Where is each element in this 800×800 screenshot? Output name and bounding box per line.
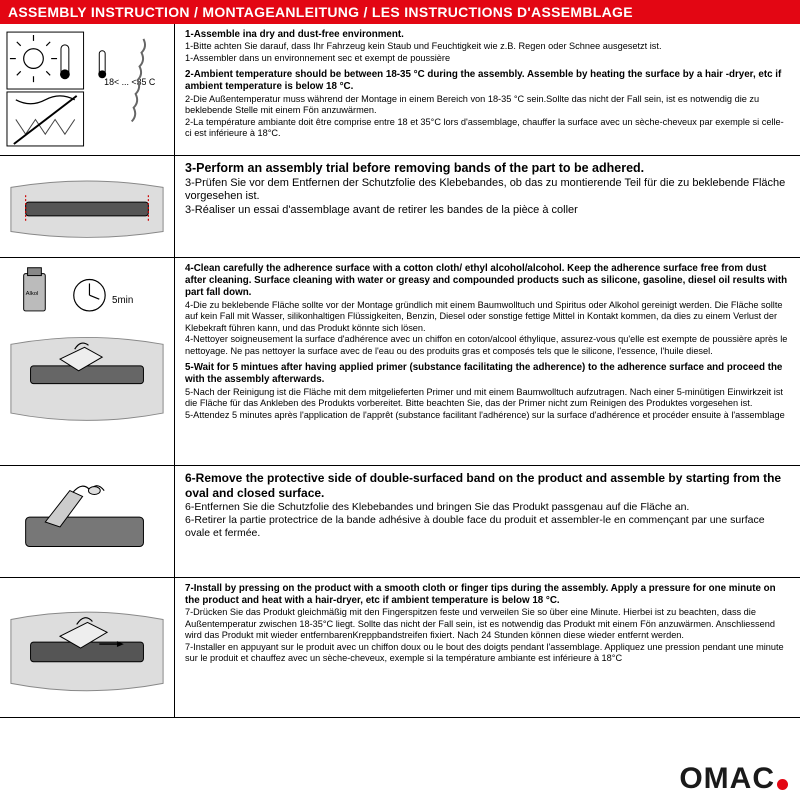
brand-logo-text: OMAC [679, 762, 775, 796]
brand-footer: OMAC [679, 762, 788, 796]
illustration-clean-alcohol: Alkol 5min [0, 258, 175, 465]
step-bold: 1-Assemble ina dry and dust-free environ… [185, 29, 790, 41]
step-sub: 5-Nach der Reinigung ist die Fläche mit … [185, 387, 790, 410]
step-sub: 3-Réaliser un essai d'assemblage avant d… [185, 204, 790, 218]
step-sub: 4-Nettoyer soigneusement la surface d'ad… [185, 334, 790, 357]
step-sub: 1-Assembler dans un environnement sec et… [185, 53, 790, 65]
step-sub: 5-Attendez 5 minutes après l'application… [185, 410, 790, 422]
instruction-text: 7-Install by pressing on the product wit… [175, 578, 800, 717]
svg-text:5min: 5min [112, 295, 133, 306]
step-sub: 6-Entfernen Sie die Schutzfolie des Kleb… [185, 501, 790, 514]
illustration-press-install [0, 578, 175, 717]
step-bold: 5-Wait for 5 mintues after having applie… [185, 362, 790, 386]
svg-text:Alkol: Alkol [26, 291, 39, 297]
step-sub: 3-Prüfen Sie vor dem Entfernen der Schut… [185, 177, 790, 205]
step-sub: 7-Drücken Sie das Produkt gleichmäßig mi… [185, 607, 790, 642]
step-sub: 6-Retirer la partie protectrice de la ba… [185, 514, 790, 540]
step-sub: 4-Die zu beklebende Fläche sollte vor de… [185, 300, 790, 335]
instruction-row: 6-Remove the protective side of double-s… [0, 466, 800, 578]
instruction-row: 7-Install by pressing on the product wit… [0, 578, 800, 718]
instruction-text: 6-Remove the protective side of double-s… [175, 466, 800, 577]
step-bold: 2-Ambient temperature should be between … [185, 69, 790, 93]
instruction-text: 3-Perform an assembly trial before remov… [175, 156, 800, 257]
step-bold: 7-Install by pressing on the product wit… [185, 583, 790, 607]
instruction-row: Alkol 5min 4-Clean carefully the adheren… [0, 258, 800, 466]
step-bold: 3-Perform an assembly trial before remov… [185, 161, 790, 177]
instruction-row: 18< ... <35 C 1-Assemble ina dry and dus… [0, 24, 800, 156]
brand-logo-dot-icon [777, 779, 788, 790]
step-bold: 6-Remove the protective side of double-s… [185, 471, 790, 501]
instruction-text: 4-Clean carefully the adherence surface … [175, 258, 800, 465]
svg-text:18< ... <35 C: 18< ... <35 C [104, 77, 156, 87]
step-sub: 7-Installer en appuyant sur le produit a… [185, 642, 790, 665]
instruction-text: 1-Assemble ina dry and dust-free environ… [175, 24, 800, 155]
illustration-sun-temp: 18< ... <35 C [0, 24, 175, 155]
illustration-remove-band [0, 466, 175, 577]
instruction-list: 18< ... <35 C 1-Assemble ina dry and dus… [0, 24, 800, 718]
instruction-row: 3-Perform an assembly trial before remov… [0, 156, 800, 258]
step-sub: 2-Die Außentemperatur muss während der M… [185, 94, 790, 117]
step-bold: 4-Clean carefully the adherence surface … [185, 263, 790, 300]
step-sub: 1-Bitte achten Sie darauf, dass Ihr Fahr… [185, 41, 790, 53]
illustration-trial-strip [0, 156, 175, 257]
page-title: ASSEMBLY INSTRUCTION / MONTAGEANLEITUNG … [0, 0, 800, 24]
step-sub: 2-La température ambiante doit être comp… [185, 117, 790, 140]
